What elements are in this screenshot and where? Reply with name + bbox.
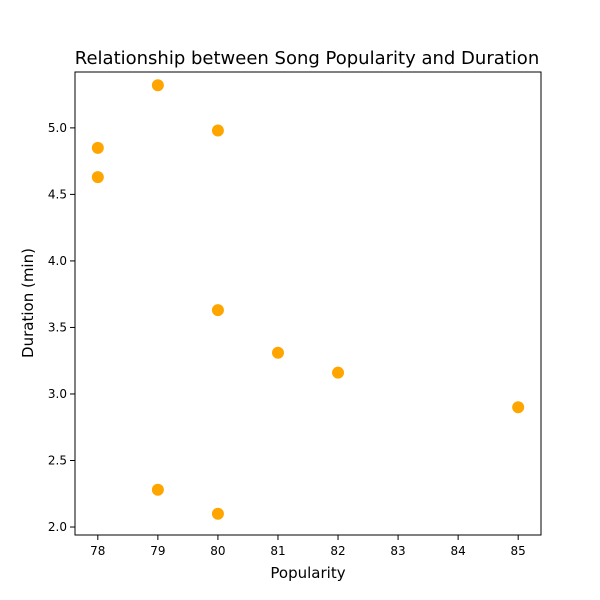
y-axis-label: Duration (min) <box>19 248 37 358</box>
y-tick-label: 3.5 <box>48 320 67 334</box>
data-point <box>211 304 224 317</box>
x-tick-label: 81 <box>270 544 285 558</box>
x-tick-label: 85 <box>511 544 526 558</box>
y-tick-label: 2.0 <box>48 520 67 534</box>
data-point <box>271 346 284 359</box>
y-axis: 2.0 2.5 3.0 3.5 4.0 4.5 5.0 <box>48 121 75 534</box>
y-tick-label: 4.5 <box>48 187 67 201</box>
chart-title: Relationship between Song Popularity and… <box>75 48 539 69</box>
data-points <box>91 79 525 520</box>
y-tick-label: 2.5 <box>48 453 67 467</box>
x-tick-label: 82 <box>330 544 345 558</box>
data-point <box>211 507 224 520</box>
plot-frame <box>74 71 542 536</box>
data-point <box>332 366 345 379</box>
data-point <box>151 79 164 92</box>
plot-area <box>74 71 542 536</box>
y-tick-label: 4.0 <box>48 254 67 268</box>
x-tick-label: 79 <box>150 544 165 558</box>
x-tick-label: 78 <box>90 544 105 558</box>
data-point <box>91 141 104 154</box>
data-point <box>91 171 104 184</box>
x-axis: 78 79 80 81 82 83 84 85 <box>90 535 526 558</box>
data-point <box>512 401 525 414</box>
x-tick-label: 83 <box>390 544 405 558</box>
x-tick-label: 80 <box>210 544 225 558</box>
data-point <box>151 483 164 496</box>
data-point <box>211 124 224 137</box>
y-tick-label: 5.0 <box>48 121 67 135</box>
x-tick-label: 84 <box>450 544 465 558</box>
y-tick-label: 3.0 <box>48 387 67 401</box>
x-axis-label: Popularity <box>270 564 345 582</box>
